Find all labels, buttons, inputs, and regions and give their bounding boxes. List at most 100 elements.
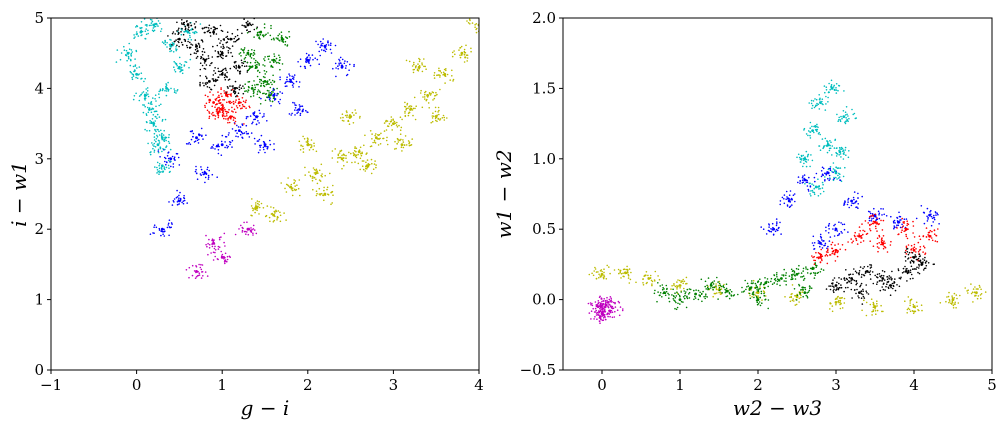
scatter-point <box>154 146 157 148</box>
scatter-point <box>226 76 228 78</box>
scatter-point <box>809 121 812 124</box>
scatter-point <box>776 280 779 283</box>
scatter-point <box>606 313 608 316</box>
scatter-point <box>598 311 601 314</box>
scatter-point <box>783 202 786 205</box>
scatter-point <box>833 224 835 227</box>
scatter-point <box>833 288 835 291</box>
scatter-point <box>837 287 840 290</box>
scatter-point <box>835 155 838 157</box>
scatter-point <box>733 294 736 296</box>
scatter-point <box>597 300 600 302</box>
scatter-point <box>596 304 599 306</box>
scatter-point <box>156 134 158 137</box>
scatter-point <box>145 33 148 35</box>
scatter-point <box>789 296 791 299</box>
scatter-point <box>418 64 421 67</box>
scatter-point <box>838 234 840 236</box>
scatter-point <box>181 69 184 71</box>
scatter-point <box>227 47 230 49</box>
scatter-point <box>167 140 170 143</box>
scatter-point <box>813 176 816 179</box>
scatter-point <box>218 94 220 97</box>
scatter-point <box>279 211 281 214</box>
scatter-point <box>423 58 425 60</box>
scatter-point <box>214 255 216 258</box>
scatter-point <box>925 260 928 263</box>
scatter-point <box>316 58 319 61</box>
scatter-point <box>821 243 823 246</box>
scatter-point <box>611 306 613 309</box>
scatter-point <box>263 115 265 117</box>
scatter-point <box>264 56 266 58</box>
scatter-point <box>753 296 755 299</box>
scatter-point <box>593 318 595 320</box>
scatter-point <box>271 91 273 93</box>
scatter-point <box>676 288 678 290</box>
scatter-point <box>881 277 884 279</box>
scatter-point <box>257 89 260 91</box>
scatter-point <box>871 271 874 273</box>
scatter-point <box>749 294 751 297</box>
scatter-point <box>312 175 314 178</box>
scatter-point <box>936 212 938 215</box>
scatter-point <box>863 299 865 302</box>
scatter-point <box>237 102 240 105</box>
scatter-point <box>683 290 685 292</box>
scatter-point <box>130 59 132 62</box>
scatter-point <box>921 309 923 312</box>
scatter-point <box>351 111 354 114</box>
scatter-point <box>195 21 197 23</box>
scatter-point <box>379 143 382 145</box>
scatter-point <box>843 151 845 153</box>
scatter-point <box>140 29 142 32</box>
scatter-point <box>231 55 234 58</box>
scatter-point <box>601 313 603 316</box>
scatter-point <box>262 92 264 95</box>
scatter-point <box>852 240 854 242</box>
scatter-point <box>256 91 259 93</box>
scatter-point <box>647 274 649 277</box>
scatter-point <box>189 41 191 44</box>
scatter-point <box>665 284 668 287</box>
scatter-point <box>231 139 234 142</box>
scatter-point <box>676 306 679 309</box>
scatter-point <box>807 291 810 293</box>
scatter-point <box>255 232 258 235</box>
scatter-point <box>595 312 598 314</box>
scatter-point <box>798 284 801 287</box>
scatter-point <box>243 51 245 54</box>
scatter-point <box>406 102 409 105</box>
scatter-point <box>974 294 976 297</box>
scatter-point <box>889 278 891 280</box>
scatter-point <box>260 82 263 85</box>
scatter-point <box>198 133 201 136</box>
scatter-point <box>950 302 953 305</box>
scatter-point <box>227 37 229 40</box>
scatter-point <box>910 298 913 301</box>
scatter-point <box>168 219 171 221</box>
scatter-point <box>147 95 150 98</box>
scatter-point <box>142 91 145 93</box>
scatter-point <box>264 99 267 102</box>
scatter-point <box>236 124 238 127</box>
scatter-point <box>672 298 675 300</box>
scatter-point <box>167 164 170 167</box>
scatter-point <box>843 223 846 226</box>
scatter-point <box>174 159 176 161</box>
scatter-point <box>158 130 160 133</box>
scatter-point <box>649 277 652 280</box>
scatter-point <box>227 121 229 124</box>
scatter-point <box>218 106 220 109</box>
scatter-point <box>154 23 157 26</box>
scatter-point <box>429 94 432 96</box>
scatter-point <box>245 117 248 120</box>
scatter-point <box>790 268 793 271</box>
scatter-point <box>306 111 308 113</box>
scatter-point <box>432 99 434 101</box>
scatter-point <box>814 259 817 262</box>
scatter-point <box>252 224 255 227</box>
scatter-point <box>183 197 186 200</box>
scatter-point <box>250 87 254 90</box>
